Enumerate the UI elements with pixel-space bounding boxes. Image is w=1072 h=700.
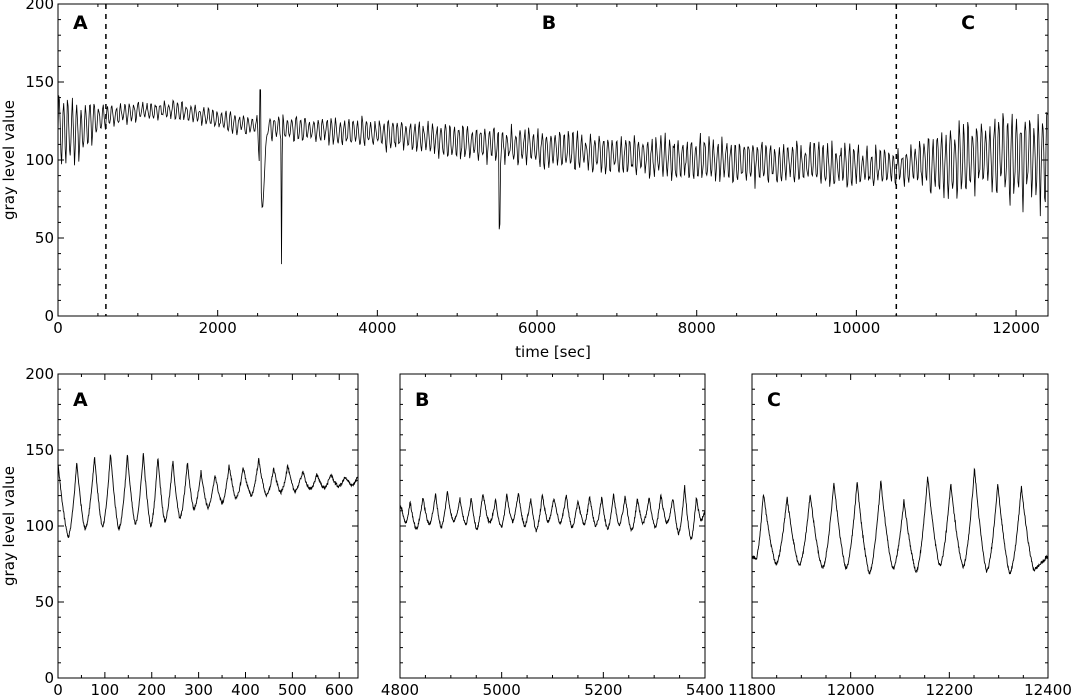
x-tick-label: 600 — [325, 681, 354, 699]
x-tick-label: 12200 — [925, 681, 973, 699]
x-tick-label: 0 — [53, 319, 63, 337]
y-tick-label: 0 — [44, 669, 54, 687]
y-tick-label: 200 — [25, 0, 54, 13]
x-tick-label: 8000 — [678, 319, 716, 337]
zoom-plot-c: 11800 12000 12200 12400 C — [728, 373, 1072, 699]
y-axis-title: gray level value — [0, 100, 18, 220]
region-label: C — [961, 12, 975, 34]
x-tick-label: 12000 — [827, 681, 875, 699]
x-tick-label: 10000 — [833, 319, 881, 337]
x-tick-label: 5000 — [483, 681, 521, 699]
region-label: A — [73, 12, 88, 34]
x-tick-label: 12000 — [992, 319, 1040, 337]
x-tick-label: 4800 — [381, 681, 419, 699]
y-tick-label: 100 — [25, 517, 54, 535]
panel-label: B — [415, 389, 429, 411]
series-line-a — [57, 453, 359, 539]
series-line-main — [57, 89, 1048, 265]
series-line-b — [399, 484, 706, 541]
y-tick-label: 100 — [25, 151, 54, 169]
x-tick-label: 0 — [53, 681, 63, 699]
x-tick-label: 5200 — [584, 681, 622, 699]
plot-frame-C — [751, 373, 1049, 679]
y-tick-label: 0 — [44, 307, 54, 325]
main-plot: 0 2000 4000 6000 8000 10000 12000 0 50 100 150 200 A… — [0, 0, 1049, 361]
x-tick-label: 5400 — [686, 681, 724, 699]
series-line-c — [751, 467, 1049, 575]
y-tick-label: 50 — [35, 229, 54, 247]
x-axis-title: time [sec] — [515, 343, 591, 361]
x-tick-label: 100 — [91, 681, 120, 699]
x-tick-label: 11800 — [728, 681, 776, 699]
zoom-plot-b: 4800 5000 5200 5400 B — [381, 373, 724, 699]
x-tick-label: 4000 — [358, 319, 396, 337]
y-tick-label: 150 — [25, 441, 54, 459]
panel-label: C — [767, 389, 781, 411]
x-tick-label: 12400 — [1024, 681, 1072, 699]
region-label: B — [542, 12, 556, 34]
x-tick-label: 6000 — [518, 319, 556, 337]
x-tick-label: 300 — [184, 681, 213, 699]
y-axis-title: gray level value — [0, 466, 18, 586]
x-tick-label: 400 — [231, 681, 260, 699]
panel-label: A — [73, 389, 88, 411]
y-tick-label: 50 — [35, 593, 54, 611]
plot-frame-B — [399, 373, 706, 679]
y-tick-label: 200 — [25, 365, 54, 383]
y-tick-label: 150 — [25, 73, 54, 91]
x-tick-label: 500 — [278, 681, 307, 699]
x-tick-label: 2000 — [199, 319, 237, 337]
x-tick-label: 200 — [137, 681, 166, 699]
